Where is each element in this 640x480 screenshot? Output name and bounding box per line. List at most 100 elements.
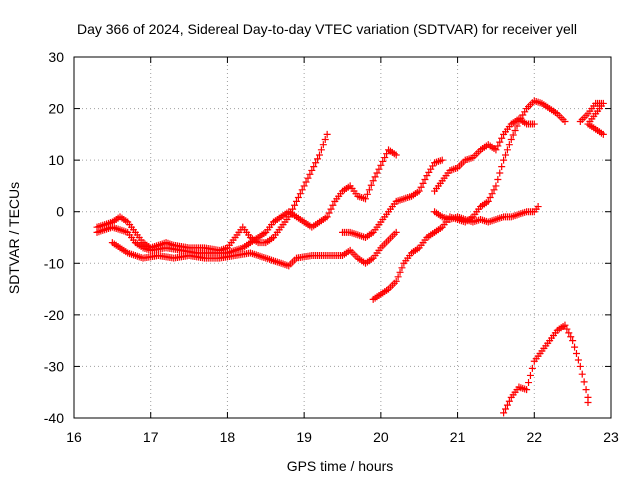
data-point [523,386,531,394]
y-tick-label: -10 [44,255,64,271]
data-point [561,117,569,125]
data-point [576,362,584,370]
data-point [300,182,308,190]
data-point [327,205,335,213]
data-point [528,364,536,372]
data-point [375,165,383,173]
chart-title: Day 366 of 2024, Sidereal Day-to-day VTE… [77,21,577,37]
axis-ticks [73,56,612,419]
data-point [571,343,579,351]
data-points [93,97,607,417]
x-tick-label: 16 [66,429,82,445]
data-point [488,190,496,198]
data-point [498,134,506,142]
x-tick-label: 17 [143,429,159,445]
data-point [492,146,500,154]
data-point [396,268,404,276]
data-point [319,141,327,149]
series-track-4 [339,156,446,241]
data-point [417,183,425,191]
data-point [511,126,519,134]
data-point [505,141,513,149]
data-point [503,401,511,409]
data-point [507,136,515,144]
data-point [513,122,521,130]
data-point [505,397,513,405]
y-tick-label: 20 [48,101,64,117]
data-point [373,169,381,177]
data-point [392,277,400,285]
y-tick-label: 30 [48,49,64,65]
data-point [496,138,504,146]
data-point [502,405,510,413]
data-point [500,156,508,164]
series-track-3 [108,228,400,270]
data-point [500,409,508,417]
data-point [561,321,569,329]
x-axis-label: GPS time / hours [287,458,394,474]
data-point [421,175,429,183]
x-tick-label: 23 [603,429,619,445]
data-point [572,350,580,358]
data-point [292,197,300,205]
x-tick-label: 21 [450,429,466,445]
y-tick-label: 10 [48,152,64,168]
data-point [383,150,391,158]
data-point [419,179,427,187]
data-point [363,190,371,198]
data-point [490,186,498,194]
data-point [304,174,312,182]
data-point [574,356,582,364]
y-tick-label: 0 [56,204,64,220]
x-tick-label: 20 [373,429,389,445]
data-point [392,151,400,159]
data-point [365,186,373,194]
data-point [438,156,446,164]
data-point [530,120,538,128]
data-point [367,181,375,189]
data-point [563,325,571,333]
data-point [398,264,406,272]
y-axis-label: SDTVAR / TECUs [6,182,22,294]
plot-frame [73,56,612,419]
series-track-8 [576,99,607,138]
data-point [381,154,389,162]
data-point [317,146,325,154]
data-point [580,378,588,386]
data-point [323,213,331,221]
data-point [306,170,314,178]
data-point [298,186,306,194]
data-point [323,130,331,138]
data-point [509,131,517,139]
data-point [498,163,506,171]
y-tick-label: -40 [44,410,64,426]
data-point [496,169,504,177]
data-point [308,166,316,174]
data-point [310,163,318,171]
data-point [503,146,511,154]
data-point [369,177,377,185]
y-tick-label: -30 [44,358,64,374]
y-tick-label: -20 [44,307,64,323]
series-track-5 [431,115,538,195]
data-point [392,228,400,236]
data-point [565,329,573,337]
data-point [569,337,577,345]
data-point [492,182,500,190]
data-point [599,130,607,138]
data-point [312,159,320,167]
data-point [314,155,322,163]
data-point [325,209,333,217]
data-point [526,371,534,379]
data-point [377,161,385,169]
axis-tick-labels: 16 17 18 19 20 21 22 23 -40 -30 -20 -10 0 10 20 30 [44,49,619,445]
data-point [582,386,590,394]
data-point [302,178,310,186]
series-track-7 [431,203,542,226]
data-point [379,157,387,165]
data-point [494,175,502,183]
data-point [321,136,329,144]
x-tick-label: 19 [296,429,312,445]
data-point [484,197,492,205]
